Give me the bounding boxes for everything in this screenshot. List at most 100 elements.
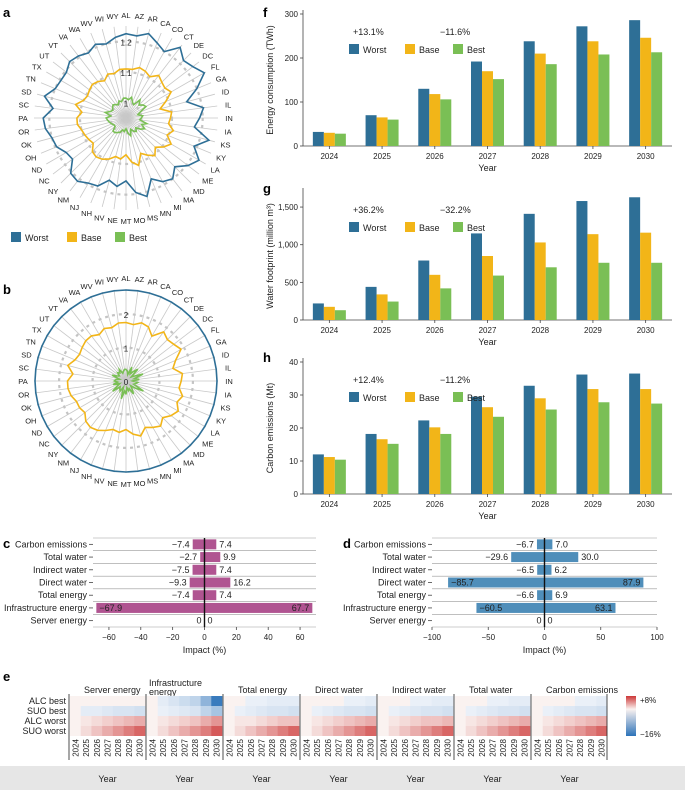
heatmap-cell: [211, 716, 223, 726]
bar-base-2030: [640, 389, 652, 494]
heatmap-cell: [476, 706, 488, 716]
heatmap-year-label: 2027: [489, 738, 498, 756]
bar-worst-2027: [471, 233, 482, 320]
state-label-MI: MI: [173, 203, 181, 212]
bar-negative-3: [189, 577, 205, 588]
state-label-CA: CA: [160, 19, 170, 28]
value-label-positive-4: 7.4: [219, 590, 232, 600]
heatmap-cell: [333, 716, 345, 726]
heatmap-cell: [343, 696, 355, 706]
state-label-OH: OH: [25, 416, 36, 425]
heatmap-cell: [157, 716, 169, 726]
state-label-LA: LA: [211, 166, 220, 175]
radar-spoke: [69, 307, 127, 382]
state-label-MD: MD: [193, 187, 205, 196]
heatmap-year-label: 2028: [499, 738, 508, 756]
state-label-MT: MT: [121, 480, 132, 489]
state-label-NJ: NJ: [70, 203, 79, 212]
heatmap-cell: [123, 696, 135, 706]
state-label-DE: DE: [194, 41, 204, 50]
heatmap-group-label-5-0: Total water: [469, 685, 513, 695]
radar-ring: [91, 346, 161, 416]
x-tick-label: −100: [423, 633, 442, 642]
heatmap-cell: [333, 726, 345, 736]
value-label-positive-2: 6.2: [554, 565, 567, 575]
heatmap-year-label: 2029: [510, 738, 519, 756]
heatmap-cell: [301, 696, 313, 706]
x-tick-label-2025: 2025: [373, 326, 391, 335]
heatmap-cell: [465, 706, 477, 716]
diverging-chart-d: Carbon emissions −6.7 7.0 Total water −29.6 3…: [343, 537, 664, 655]
bar-negative-1: [200, 552, 205, 563]
heatmap-cell: [532, 696, 544, 706]
heatmap-year-label: 2025: [236, 738, 245, 756]
bar-h-legend-label-best: Best: [467, 393, 486, 403]
heatmap-cell: [266, 716, 278, 726]
x-tick-label: 20: [232, 633, 241, 642]
heatmap-cell: [596, 696, 608, 706]
heatmap-cell: [487, 726, 499, 736]
state-label-WA: WA: [69, 288, 81, 297]
heatmap-cell: [574, 696, 586, 706]
x-tick-label-2024: 2024: [320, 500, 338, 509]
x-tick-label-2025: 2025: [373, 152, 391, 161]
heatmap-row-label-3: SUO worst: [22, 726, 66, 736]
x-axis-label: Impact (%): [523, 645, 567, 655]
bar-base-2026: [429, 427, 441, 494]
heatmap-year-label: 2030: [290, 738, 299, 756]
bar-base-2027: [482, 407, 493, 494]
radar-spoke: [90, 380, 127, 467]
heatmap-cell: [574, 706, 586, 716]
value-label-negative-0: −7.4: [172, 539, 190, 549]
state-label-IN: IN: [225, 377, 233, 386]
heatmap-year-label: 2028: [422, 738, 431, 756]
heatmap-cell: [487, 696, 499, 706]
bar-positive-5: [544, 602, 616, 613]
heatmap-cell: [112, 706, 124, 716]
heatmap-group-label-3-0: Direct water: [315, 685, 363, 695]
bar-base-2030: [640, 37, 652, 147]
heatmap-x-axis-label-3: Year: [329, 774, 347, 784]
heatmap-year-label: 2030: [521, 738, 530, 756]
radar-spoke: [125, 368, 218, 382]
heatmap-xlabel-band: [0, 766, 685, 790]
state-label-KS: KS: [220, 404, 230, 413]
bar-best-2027: [493, 79, 504, 146]
heatmap-cell: [112, 696, 124, 706]
value-label-positive-0: 7.4: [219, 539, 232, 549]
heatmap-cell: [234, 696, 246, 706]
heatmap-cell: [553, 696, 565, 706]
annotation-best-change: −32.2%: [440, 205, 471, 215]
bar-g-legend-swatch-best: [453, 222, 463, 232]
state-label-FL: FL: [211, 326, 220, 335]
state-label-LA: LA: [211, 429, 220, 438]
bar-base-2026: [429, 94, 441, 146]
radar-spoke: [37, 380, 127, 406]
state-label-MA: MA: [183, 196, 194, 205]
state-label-OR: OR: [18, 390, 30, 399]
heatmap-x-axis-label-2: Year: [252, 774, 270, 784]
heatmap-cell: [123, 726, 135, 736]
state-label-WY: WY: [107, 275, 119, 284]
bar-base-2025: [376, 439, 388, 494]
bar-worst-2029: [576, 26, 588, 146]
panel-label-f: f: [263, 5, 268, 20]
bar-base-2025: [376, 294, 388, 320]
heatmap-cell: [508, 726, 520, 736]
state-label-NJ: NJ: [70, 466, 79, 475]
heatmap-cell: [288, 696, 300, 706]
state-label-ME: ME: [202, 177, 213, 186]
radar-a-legend-label-worst: Worst: [25, 233, 49, 243]
value-label-positive-6: 0: [548, 616, 553, 626]
heatmap-year-label: 2025: [390, 738, 399, 756]
state-label-TN: TN: [26, 75, 36, 84]
bar-positive-0: [544, 539, 553, 550]
x-tick-label-2024: 2024: [320, 152, 338, 161]
bar-best-2029: [598, 54, 610, 147]
heatmap-cell: [354, 706, 366, 716]
bar-positive-4: [544, 590, 553, 601]
state-label-IL: IL: [225, 101, 231, 110]
heatmap-cell: [70, 706, 82, 716]
heatmap-cell: [596, 706, 608, 716]
heatmap-year-label: 2030: [444, 738, 453, 756]
